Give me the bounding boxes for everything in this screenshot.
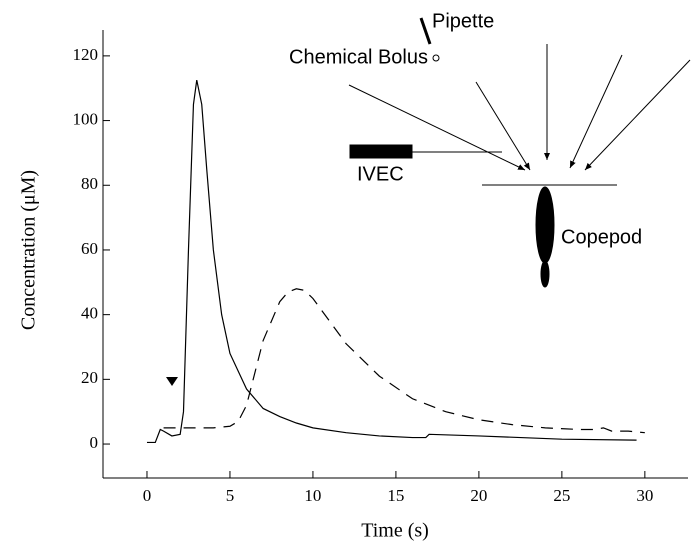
arrow	[584, 59, 691, 171]
y-tick-label: 80	[81, 174, 98, 193]
ivec	[349, 144, 413, 159]
arrow	[348, 84, 526, 171]
series-line	[163, 288, 645, 434]
arrow	[569, 54, 623, 169]
y-tick-label: 40	[81, 304, 98, 323]
annotation: IVEC	[357, 163, 404, 185]
x-tick-label: 5	[226, 486, 235, 505]
y-tick-label: 20	[81, 368, 98, 387]
y-tick-label: 120	[73, 45, 99, 64]
annotation: Copepod	[561, 226, 642, 248]
inset-diagram	[348, 17, 691, 288]
arrow	[475, 81, 531, 171]
y-axis-label: Concentration (μM)	[18, 170, 40, 330]
pipette	[419, 17, 432, 45]
x-axis-label: Time (s)	[361, 520, 429, 542]
y-tick-label: 100	[73, 109, 99, 128]
series-line	[146, 80, 637, 444]
x-tick-label: 15	[387, 486, 404, 505]
copepod-body	[535, 186, 555, 264]
annotation: Pipette	[432, 10, 494, 32]
x-tick-label: 30	[636, 486, 653, 505]
bolus	[432, 54, 440, 62]
marker-triangle	[166, 377, 178, 386]
annotation: Chemical Bolus	[289, 46, 428, 68]
y-tick-label: 60	[81, 239, 98, 258]
y-tick-label: 0	[90, 433, 99, 452]
x-tick-label: 0	[143, 486, 152, 505]
x-tick-label: 10	[304, 486, 321, 505]
copepod-tail	[540, 260, 550, 288]
x-tick-label: 25	[553, 486, 570, 505]
x-tick-label: 20	[470, 486, 487, 505]
